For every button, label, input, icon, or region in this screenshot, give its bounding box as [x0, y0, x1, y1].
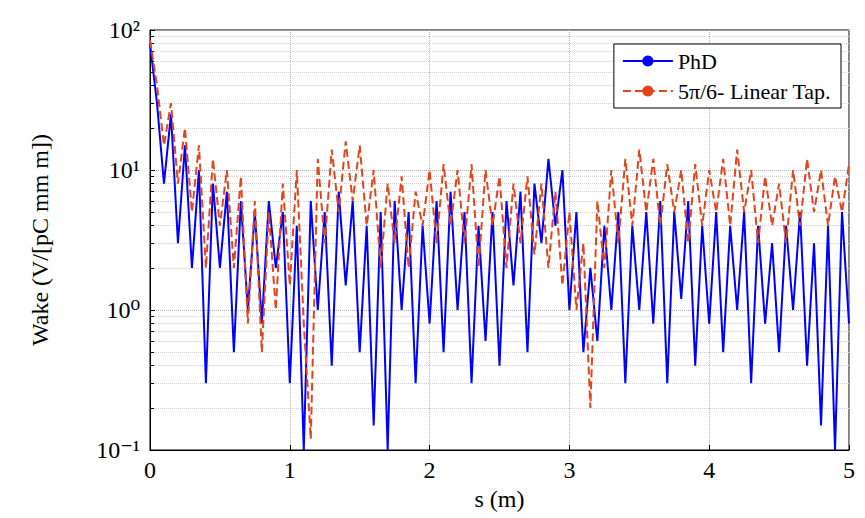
svg-text:10²: 10² — [109, 17, 140, 43]
svg-text:1: 1 — [284, 457, 296, 483]
svg-text:4: 4 — [703, 457, 715, 483]
svg-text:3: 3 — [563, 457, 575, 483]
svg-text:10⁰: 10⁰ — [106, 297, 140, 323]
svg-text:Wake (V/[pC mm m]): Wake (V/[pC mm m]) — [27, 134, 53, 346]
svg-text:PhD: PhD — [678, 49, 717, 74]
svg-text:5: 5 — [843, 457, 855, 483]
svg-text:10⁻¹: 10⁻¹ — [96, 437, 140, 463]
svg-text:2: 2 — [424, 457, 436, 483]
svg-text:10¹: 10¹ — [109, 157, 140, 183]
svg-text:s (m): s (m) — [475, 486, 525, 512]
svg-text:5π/6- Linear Tap.: 5π/6- Linear Tap. — [678, 79, 831, 104]
svg-text:0: 0 — [144, 457, 156, 483]
